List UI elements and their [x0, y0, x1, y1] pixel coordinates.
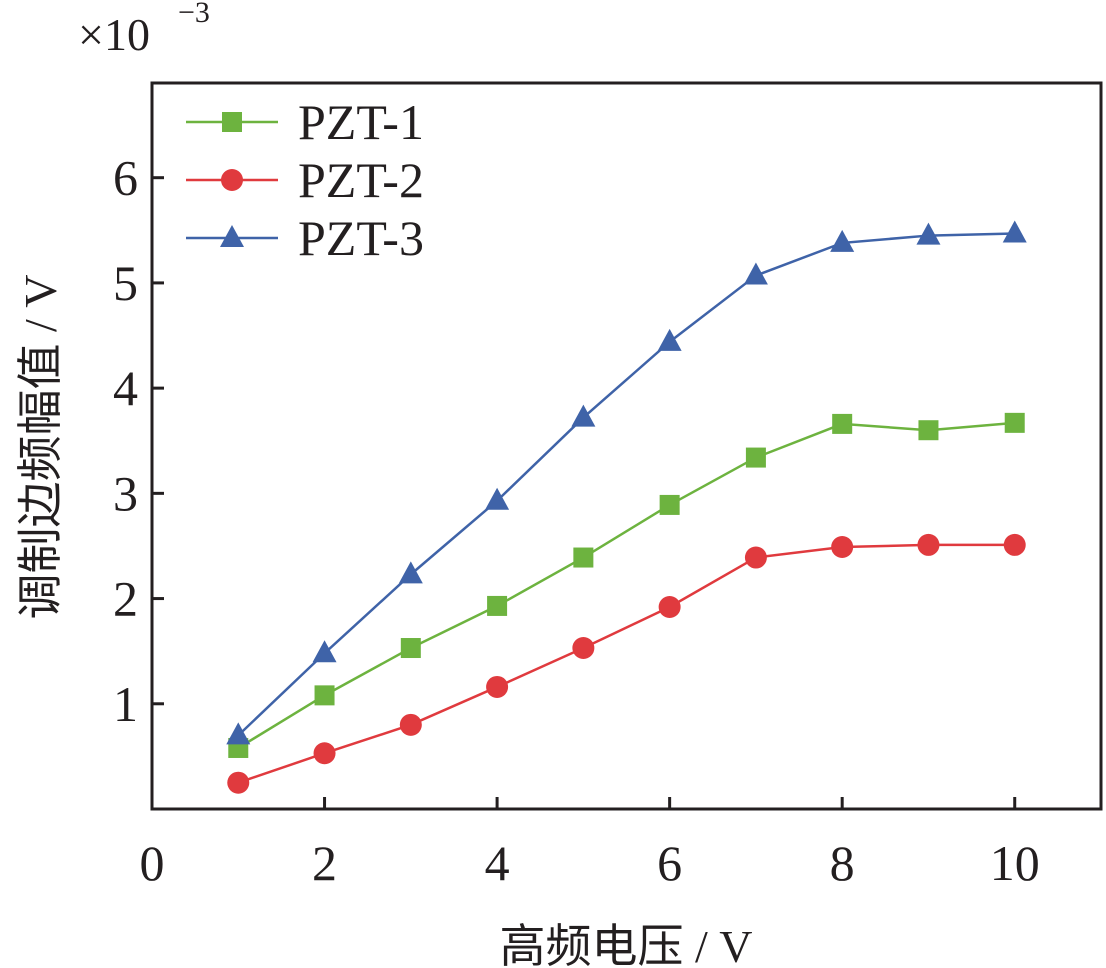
x-tick-label: 10 — [990, 835, 1040, 891]
x-axis-label: 高频电压 / V — [500, 921, 753, 968]
data-point-pzt-3 — [398, 561, 423, 584]
y-axis-label: 调制边频幅值 / V — [15, 275, 66, 620]
data-point-pzt-2 — [744, 546, 767, 569]
legend-marker-pzt-3 — [220, 225, 244, 247]
data-point-pzt-2 — [399, 713, 422, 736]
data-point-pzt-1 — [314, 685, 335, 706]
y-tick-label: 4 — [113, 360, 138, 416]
series-line-pzt-1 — [237, 421, 1015, 750]
data-point-pzt-3 — [657, 328, 682, 351]
legend-marker-pzt-1 — [222, 112, 242, 132]
data-point-pzt-1 — [745, 447, 766, 468]
data-point-pzt-2 — [658, 595, 681, 618]
data-point-pzt-2 — [831, 536, 854, 559]
x-axis: 0 2 4 6 8 10 — [140, 797, 1040, 891]
data-point-pzt-1 — [659, 494, 680, 515]
x-tick-label: 2 — [312, 835, 337, 891]
x-tick-label: 8 — [830, 835, 855, 891]
data-point-pzt-3 — [916, 222, 941, 245]
series-line-pzt-2 — [237, 543, 1015, 784]
data-point-pzt-1 — [487, 595, 508, 616]
y-tick-label: 2 — [113, 571, 138, 627]
data-point-pzt-3 — [830, 229, 855, 252]
series-line-pzt-3 — [237, 232, 1015, 737]
data-point-pzt-3 — [1002, 220, 1027, 243]
series-pzt-2 — [227, 533, 1026, 794]
y-tick-label: 1 — [113, 676, 138, 732]
data-point-pzt-3 — [743, 262, 768, 285]
plot-frame — [150, 81, 1103, 811]
data-point-pzt-2 — [486, 675, 509, 698]
series-layer — [226, 220, 1027, 794]
legend-item-pzt-1: PZT-1 — [186, 94, 424, 150]
legend-label-pzt-3: PZT-3 — [298, 210, 424, 266]
data-point-pzt-2 — [227, 771, 250, 794]
series-pzt-3 — [226, 220, 1027, 745]
y-multiplier: ×10 −3 — [78, 0, 210, 60]
y-tick-label: 3 — [113, 465, 138, 521]
data-point-pzt-3 — [226, 722, 251, 745]
y-axis: 1 2 3 4 5 6 — [113, 150, 164, 732]
data-point-pzt-1 — [918, 420, 939, 441]
y-multiplier-base: ×10 — [78, 9, 150, 60]
data-point-pzt-2 — [313, 742, 336, 765]
data-point-pzt-2 — [917, 533, 940, 556]
data-point-pzt-2 — [572, 637, 595, 660]
data-point-pzt-3 — [571, 404, 596, 427]
x-tick-label: 4 — [485, 835, 510, 891]
x-tick-label: 6 — [657, 835, 682, 891]
data-point-pzt-3 — [485, 487, 510, 510]
data-point-pzt-1 — [400, 638, 421, 659]
series-pzt-1 — [228, 412, 1025, 758]
data-point-pzt-1 — [573, 547, 594, 568]
legend-item-pzt-3: PZT-3 — [186, 210, 424, 266]
legend-label-pzt-2: PZT-2 — [298, 152, 424, 208]
data-point-pzt-1 — [832, 413, 853, 434]
y-multiplier-exponent: −3 — [178, 0, 210, 29]
data-point-pzt-2 — [1003, 533, 1026, 556]
legend-item-pzt-2: PZT-2 — [186, 152, 424, 208]
data-point-pzt-1 — [1004, 412, 1025, 433]
x-tick-label: 0 — [140, 835, 165, 891]
legend-marker-pzt-2 — [221, 169, 243, 191]
data-point-pzt-3 — [312, 640, 337, 663]
y-tick-label: 5 — [113, 255, 138, 311]
y-tick-label: 6 — [113, 150, 138, 206]
legend-label-pzt-1: PZT-1 — [298, 94, 424, 150]
